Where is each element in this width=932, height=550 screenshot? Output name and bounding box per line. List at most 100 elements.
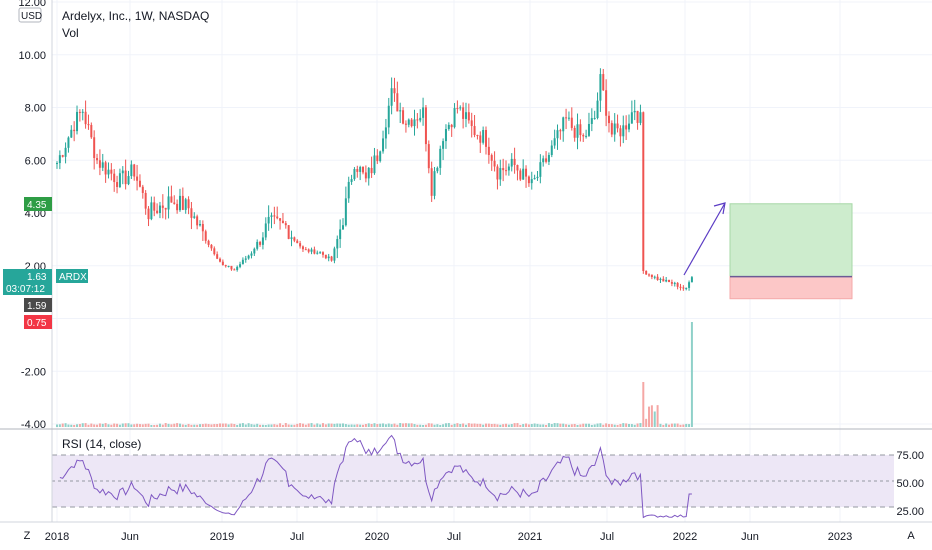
volume-bar [76, 424, 79, 427]
candle-body [690, 277, 693, 283]
volume-bars [56, 322, 693, 427]
volume-bar [124, 423, 127, 427]
volume-bar [113, 423, 116, 427]
candle-body [559, 130, 562, 132]
volume-bar [427, 423, 430, 427]
candle-body [416, 119, 419, 121]
candle-body [213, 248, 216, 255]
rsi-line [59, 434, 692, 519]
long-position-tool[interactable] [729, 203, 853, 300]
volume-bar [236, 424, 239, 427]
candle-body [424, 107, 427, 145]
volume-bar [662, 424, 665, 427]
volume-bar [247, 423, 250, 427]
candle-body [141, 186, 144, 193]
volume-bar [333, 423, 336, 427]
volume-bar [639, 423, 642, 427]
volume-bar [273, 424, 276, 427]
volume-bar [407, 423, 410, 427]
volume-bar [502, 424, 505, 427]
candle-body [573, 127, 576, 138]
candle-body [567, 117, 570, 119]
volume-bar [73, 424, 76, 427]
volume-bar [645, 418, 648, 427]
volume-bar [565, 424, 568, 427]
volume-bar [184, 424, 187, 427]
volume-bar [579, 424, 582, 427]
candle-body [239, 264, 242, 267]
candle-body [433, 171, 436, 196]
volume-bar [93, 424, 96, 427]
zoom-toggle-button[interactable]: Z [23, 530, 31, 542]
candle-body [393, 88, 396, 94]
rsi-label: RSI (14, close) [62, 437, 141, 451]
candle-body [390, 88, 393, 106]
candle-body [90, 124, 93, 138]
candle-body [70, 129, 73, 138]
volume-bar [84, 423, 87, 427]
volume-bar [144, 423, 147, 427]
candle-body [93, 137, 96, 159]
volume-bar [464, 424, 467, 427]
candle-body [290, 237, 293, 239]
candle-body [216, 254, 219, 259]
volume-bar [633, 424, 636, 427]
candle-body [625, 125, 628, 130]
candle-body [56, 163, 58, 165]
volume-bar [599, 423, 602, 427]
candle-body [161, 205, 164, 208]
rsi-axis[interactable]: 75.00 50.00 25.00 [896, 450, 924, 518]
volume-bar [413, 424, 416, 427]
candle-body [256, 241, 259, 249]
volume-bar [110, 424, 113, 427]
candle-body [402, 110, 405, 124]
candle-body [510, 158, 513, 167]
volume-bar [450, 424, 453, 427]
candle-body [324, 254, 327, 259]
volume-bar [213, 424, 216, 427]
candle-body [187, 199, 190, 209]
candle-body [539, 162, 542, 177]
candle-body [61, 155, 64, 157]
volume-bar [376, 424, 379, 427]
candle-body [138, 180, 141, 187]
volume-bar [310, 423, 313, 427]
volume-bar [290, 424, 293, 427]
candle-body [536, 176, 539, 179]
trend-arrow-shaft [683, 202, 726, 276]
volume-bar [665, 423, 668, 427]
candle-body [619, 128, 622, 137]
volume-bar [422, 424, 425, 427]
candle-body [479, 135, 482, 143]
volume-bar [279, 423, 282, 427]
candle-body [264, 223, 267, 238]
trend-arrow[interactable] [683, 202, 726, 276]
currency-label: USD [21, 11, 42, 22]
stop-price: 0.75 [27, 318, 47, 329]
candle-body [181, 195, 184, 210]
candle-body [685, 287, 688, 289]
volume-bar [250, 424, 253, 427]
candle-body [299, 243, 302, 247]
candle-body [167, 196, 170, 210]
volume-bar [482, 424, 485, 427]
time-axis[interactable]: 2018 Jun 2019 Jul 2020 Jul 2021 Jul 2022 Jun 2023 [45, 531, 852, 543]
candle-body [96, 158, 99, 161]
volume-bar [573, 423, 576, 427]
volume-bar [444, 423, 447, 427]
volume-bar [190, 424, 193, 427]
candle-body [158, 205, 161, 213]
volume-bar [404, 423, 407, 427]
volume-bar [650, 405, 653, 427]
candle-body [147, 208, 150, 220]
candle-body [270, 215, 273, 217]
volume-bar [659, 423, 662, 427]
volume-bar [87, 424, 90, 427]
candle-body [422, 107, 425, 118]
candle-body [76, 111, 79, 132]
candle-body [519, 170, 522, 180]
auto-scale-button[interactable]: A [907, 530, 915, 542]
candle-body [113, 173, 116, 183]
